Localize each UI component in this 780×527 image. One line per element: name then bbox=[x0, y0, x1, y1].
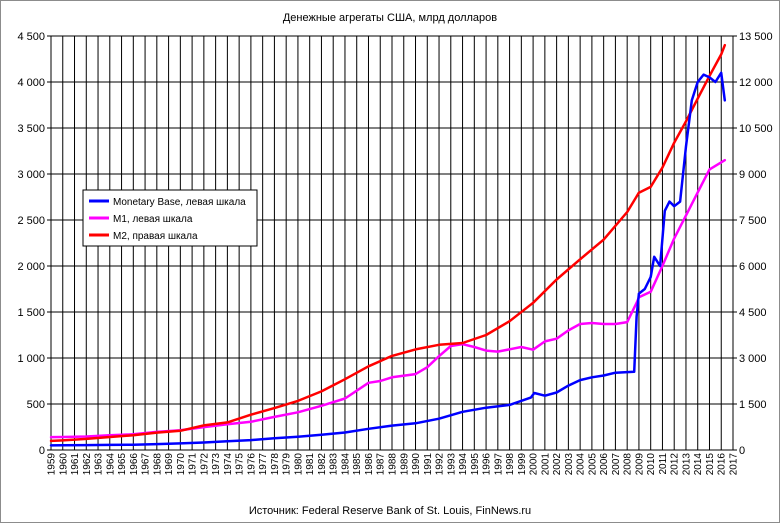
x-tick-label-20: 1979 bbox=[282, 453, 293, 476]
x-tick-label-19: 1978 bbox=[270, 453, 281, 476]
x-tick-label-22: 1981 bbox=[305, 453, 316, 476]
x-tick-label-52: 2011 bbox=[658, 453, 669, 475]
y-left-tick-label-3: 1 500 bbox=[17, 307, 45, 319]
x-tick-label-38: 1997 bbox=[493, 453, 504, 476]
y-right-tick-label-0: 0 bbox=[739, 445, 745, 457]
y-axis-right: 0 1 500 3 000 4 500 6 000 7 500 9 000 10 500 12 … bbox=[733, 31, 773, 457]
x-tick-label-14: 1973 bbox=[211, 453, 222, 476]
x-tick-label-9: 1968 bbox=[152, 453, 163, 476]
y-axis-left: 0 500 1 000 1 500 2 000 2 500 3 000 3 500 4 000 4… bbox=[17, 31, 51, 457]
x-tick-label-55: 2014 bbox=[693, 453, 704, 476]
x-tick-label-45: 2004 bbox=[576, 453, 587, 476]
x-tick-label-29: 1988 bbox=[388, 453, 399, 476]
chart-source: Источник: Federal Reserve Bank of St. Lo… bbox=[249, 505, 531, 517]
legend-label-2: M2, правая шкала bbox=[113, 231, 198, 242]
x-tick-label-24: 1983 bbox=[329, 453, 340, 476]
legend: Monetary Base, левая шкала M1, левая шкал… bbox=[82, 189, 258, 247]
y-left-tick-label-6: 3 000 bbox=[17, 169, 45, 181]
x-tick-label-41: 2000 bbox=[529, 453, 540, 476]
x-tick-label-12: 1971 bbox=[188, 453, 199, 476]
x-tick-label-35: 1994 bbox=[458, 453, 469, 476]
x-tick-label-57: 2016 bbox=[717, 453, 728, 476]
legend-label-1: M1, левая шкала bbox=[113, 214, 193, 225]
series-line-0 bbox=[49, 71, 727, 447]
y-right-tick-label-4: 6 000 bbox=[739, 261, 767, 273]
y-left-tick-label-8: 4 000 bbox=[17, 77, 45, 89]
x-tick-label-37: 1996 bbox=[482, 453, 493, 476]
x-tick-label-25: 1984 bbox=[340, 453, 351, 476]
x-tick-label-46: 2005 bbox=[587, 453, 598, 476]
x-tick-label-11: 1970 bbox=[176, 453, 187, 476]
y-right-tick-label-2: 3 000 bbox=[739, 353, 767, 365]
x-tick-label-26: 1985 bbox=[352, 453, 363, 476]
legend-box bbox=[82, 189, 258, 247]
x-tick-label-53: 2012 bbox=[670, 453, 681, 476]
legend-label-0: Monetary Base, левая шкала bbox=[113, 197, 246, 208]
x-tick-label-10: 1969 bbox=[164, 453, 175, 476]
series-line-2 bbox=[49, 43, 727, 443]
chart-title: Денежные агрегаты США, млрд долларов bbox=[283, 12, 497, 24]
x-tick-label-13: 1972 bbox=[199, 453, 210, 476]
x-tick-label-17: 1976 bbox=[246, 453, 257, 476]
x-tick-label-28: 1987 bbox=[376, 453, 387, 476]
y-right-tick-label-5: 7 500 bbox=[739, 215, 767, 227]
x-axis: 1959 1960 1961 1962 1963 1964 1965 1966 1967 1968… bbox=[47, 453, 740, 476]
x-tick-label-39: 1998 bbox=[505, 453, 516, 476]
x-tick-label-48: 2007 bbox=[611, 453, 622, 476]
x-tick-label-36: 1995 bbox=[470, 453, 481, 476]
y-left-tick-label-5: 2 500 bbox=[17, 215, 45, 227]
x-tick-label-3: 1962 bbox=[82, 453, 93, 476]
y-right-tick-label-3: 4 500 bbox=[739, 307, 767, 319]
x-tick-label-18: 1977 bbox=[258, 453, 269, 476]
x-tick-label-44: 2003 bbox=[564, 453, 575, 476]
plot-border bbox=[50, 35, 734, 451]
x-tick-label-30: 1989 bbox=[399, 453, 410, 476]
y-right-tick-label-1: 1 500 bbox=[739, 399, 767, 411]
x-tick-label-54: 2013 bbox=[681, 453, 692, 476]
series-lines bbox=[49, 43, 727, 447]
x-tick-label-15: 1974 bbox=[223, 453, 234, 476]
x-tick-label-27: 1986 bbox=[364, 453, 375, 476]
x-tick-label-5: 1964 bbox=[105, 453, 116, 476]
x-tick-label-43: 2002 bbox=[552, 453, 563, 476]
y-left-tick-label-7: 3 500 bbox=[17, 123, 45, 135]
y-left-tick-label-4: 2 000 bbox=[17, 261, 45, 273]
x-tick-label-31: 1990 bbox=[411, 453, 422, 476]
x-tick-label-1: 1960 bbox=[58, 453, 69, 476]
x-tick-label-8: 1967 bbox=[141, 453, 152, 476]
x-tick-label-40: 1999 bbox=[517, 453, 528, 476]
x-tick-label-33: 1992 bbox=[435, 453, 446, 476]
x-tick-label-2: 1961 bbox=[70, 453, 81, 476]
x-tick-label-58: 2017 bbox=[729, 453, 740, 476]
y-right-tick-label-6: 9 000 bbox=[739, 169, 767, 181]
x-tick-label-34: 1993 bbox=[446, 453, 457, 476]
y-left-tick-label-2: 1 000 bbox=[17, 353, 45, 365]
x-tick-label-32: 1991 bbox=[423, 453, 434, 476]
x-tick-label-16: 1975 bbox=[235, 453, 246, 476]
x-tick-label-4: 1963 bbox=[94, 453, 105, 476]
y-right-tick-label-8: 12 000 bbox=[739, 77, 773, 89]
y-left-tick-label-9: 4 500 bbox=[17, 31, 45, 43]
x-tick-label-47: 2006 bbox=[599, 453, 610, 476]
x-tick-label-49: 2008 bbox=[623, 453, 634, 476]
y-right-tick-label-7: 10 500 bbox=[739, 123, 773, 135]
y-right-tick-label-9: 13 500 bbox=[739, 31, 773, 43]
x-tick-label-51: 2010 bbox=[646, 453, 657, 476]
x-tick-label-0: 1959 bbox=[47, 453, 58, 476]
x-tick-label-6: 1965 bbox=[117, 453, 128, 476]
y-left-tick-label-0: 0 bbox=[39, 445, 45, 457]
y-left-tick-label-1: 500 bbox=[27, 399, 45, 411]
x-tick-label-23: 1982 bbox=[317, 453, 328, 476]
x-tick-label-50: 2009 bbox=[634, 453, 645, 476]
x-tick-label-21: 1980 bbox=[293, 453, 304, 476]
x-tick-label-7: 1966 bbox=[129, 453, 140, 476]
x-tick-label-42: 2001 bbox=[540, 453, 551, 476]
x-tick-label-56: 2015 bbox=[705, 453, 716, 476]
